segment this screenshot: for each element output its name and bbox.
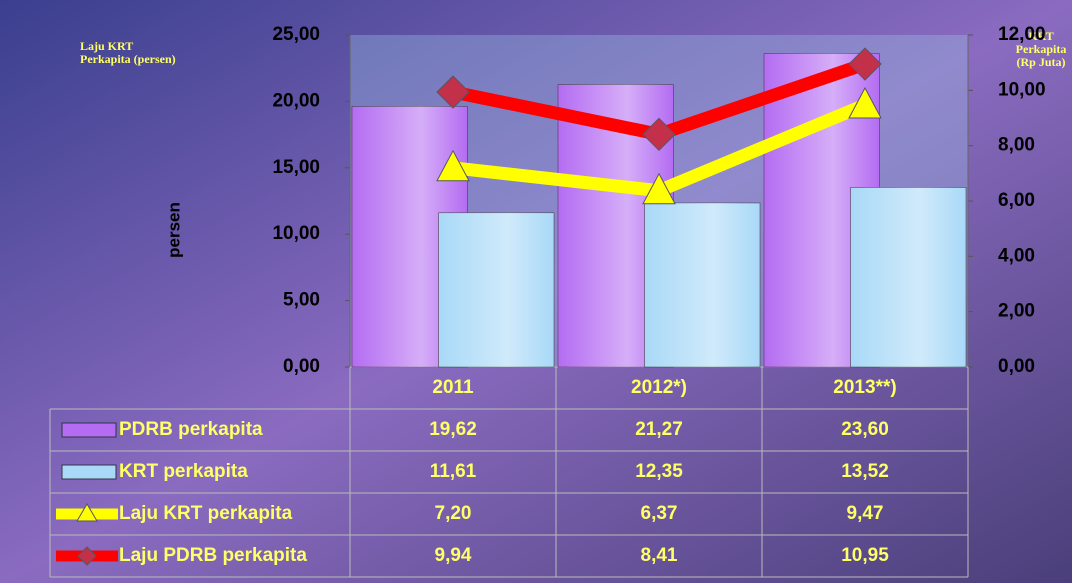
legend-label: Laju KRT perkapita <box>119 503 293 524</box>
table-value: 9,94 <box>435 545 472 566</box>
bar-shine <box>851 187 966 367</box>
y2-tick-label: 2,00 <box>998 301 1035 322</box>
table-value: 23,60 <box>841 419 889 440</box>
y2-tick-label: 6,00 <box>998 190 1035 211</box>
y-axis-label: persen <box>164 202 183 258</box>
legend-label: Laju PDRB perkapita <box>119 545 307 566</box>
table-value: 6,37 <box>641 503 678 524</box>
left-note: Laju KRT Perkapita (persen) <box>80 40 180 66</box>
y-tick-label: 15,00 <box>272 157 320 178</box>
table-value: 21,27 <box>635 419 683 440</box>
y-tick-label: 0,00 <box>283 356 320 377</box>
y-tick-label: 10,00 <box>272 223 320 244</box>
x-tick-label: 2012*) <box>631 377 687 398</box>
y2-tick-label: 10,00 <box>998 79 1046 100</box>
table-value: 9,47 <box>847 503 884 524</box>
left-note-box: Laju KRT Perkapita (persen) <box>80 40 180 100</box>
bar-shine <box>439 213 554 367</box>
legend-key <box>62 423 116 437</box>
table-value: 10,95 <box>841 545 889 566</box>
y2-tick-label: 12,00 <box>998 24 1046 45</box>
x-tick-label: 2013**) <box>833 377 896 398</box>
bar-shine <box>645 203 760 367</box>
table-value: 12,35 <box>635 461 683 482</box>
table-value: 13,52 <box>841 461 889 482</box>
y2-tick-label: 0,00 <box>998 356 1035 377</box>
y-tick-label: 25,00 <box>272 24 320 45</box>
table-value: 7,20 <box>435 503 472 524</box>
y2-tick-label: 4,00 <box>998 245 1035 266</box>
y-tick-label: 5,00 <box>283 290 320 311</box>
table-value: 8,41 <box>641 545 678 566</box>
y-tick-label: 20,00 <box>272 90 320 111</box>
x-tick-label: 2011 <box>432 377 474 398</box>
legend-label: KRT perkapita <box>119 461 248 482</box>
table-value: 19,62 <box>429 419 477 440</box>
table-value: 11,61 <box>430 461 477 482</box>
chart: persen Laju KRT Perkapita (persen) KRT P… <box>0 0 1072 583</box>
y2-tick-label: 8,00 <box>998 135 1035 156</box>
legend-label: PDRB perkapita <box>119 419 263 440</box>
legend-key <box>62 465 116 479</box>
